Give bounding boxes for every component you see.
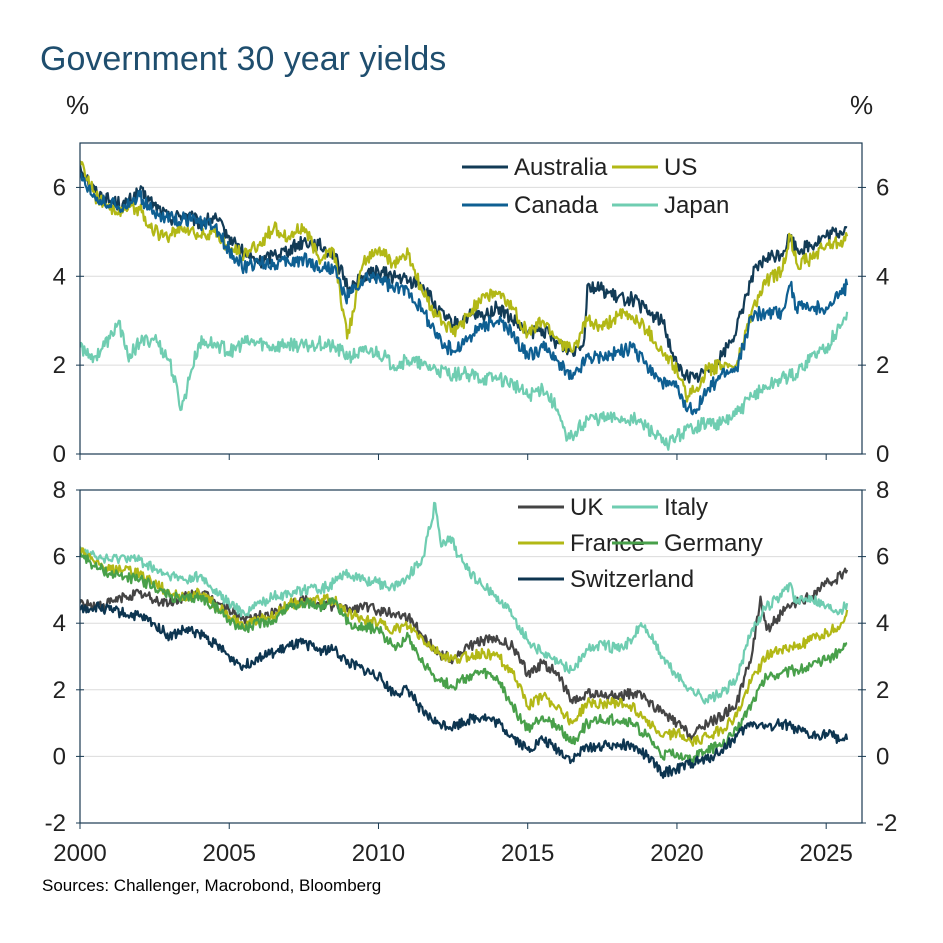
y-tick-label-left: 0: [53, 743, 66, 770]
y-tick-label-right: 4: [876, 263, 889, 290]
legend: Australia US Canada Japan: [462, 154, 729, 219]
series-line-france: [80, 547, 849, 747]
legend-label-us: US: [664, 154, 697, 181]
y-tick-label-left: 6: [53, 174, 66, 201]
legend-label-australia: Australia: [514, 154, 608, 181]
y-tick-label-right: 2: [876, 677, 889, 704]
source-note: Sources: Challenger, Macrobond, Bloomber…: [42, 876, 382, 895]
y-unit-right: %: [850, 90, 873, 120]
legend-label-canada: Canada: [514, 192, 599, 219]
legend-label-switzerland: Switzerland: [570, 566, 694, 593]
y-tick-label-left: 2: [53, 352, 66, 379]
y-tick-label-left: 4: [53, 263, 66, 290]
y-tick-label-left: 4: [53, 610, 66, 637]
legend-label-japan: Japan: [664, 192, 729, 219]
x-tick-label: 2000: [53, 840, 106, 867]
y-tick-label-left: 8: [53, 477, 66, 504]
y-tick-label-right: 0: [876, 441, 889, 468]
y-tick-label-left: 6: [53, 544, 66, 571]
series-line-italy: [80, 501, 849, 705]
y-tick-label-left: 0: [53, 441, 66, 468]
plot-frame: [79, 142, 863, 455]
top-panel: 0 0 2 2 4 4 6 6% % Australia US Canada Japan: [53, 90, 890, 468]
y-tick-label-right: 0: [876, 743, 889, 770]
series-line-us: [80, 160, 849, 403]
y-tick-label-right: 4: [876, 610, 889, 637]
x-tick-label: 2020: [650, 840, 703, 867]
series-line-germany: [80, 552, 848, 764]
x-tick-label: 2015: [501, 840, 554, 867]
y-tick-label-right: 6: [876, 174, 889, 201]
x-axis: 2000 2005 2010 2015 2020 2025: [53, 454, 853, 867]
legend-label-uk: UK: [570, 494, 603, 521]
legend-label-germany: Germany: [664, 530, 763, 557]
x-tick-label: 2010: [352, 840, 405, 867]
plot-frame: [79, 489, 863, 824]
y-tick-label-right: 8: [876, 477, 889, 504]
series-line-australia: [80, 164, 848, 384]
y-tick-label-right: -2: [876, 810, 897, 837]
chart-title: Government 30 year yields: [40, 40, 447, 78]
y-tick-label-left: 2: [53, 677, 66, 704]
series-line-switzerland: [80, 601, 849, 779]
x-tick-label: 2005: [203, 840, 256, 867]
legend-label-italy: Italy: [664, 494, 708, 521]
y-tick-label-right: 2: [876, 352, 889, 379]
y-tick-label-left: -2: [45, 810, 66, 837]
y-tick-label-right: 6: [876, 544, 889, 571]
series-line-japan: [80, 311, 849, 451]
series-line-canada: [80, 172, 849, 416]
x-tick-label: 2025: [799, 840, 852, 867]
y-unit-left: %: [66, 90, 89, 120]
